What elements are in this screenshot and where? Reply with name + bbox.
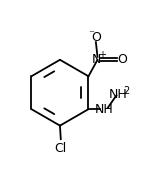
Text: ⁻: ⁻ xyxy=(88,29,94,39)
Text: Cl: Cl xyxy=(55,142,67,155)
Text: O: O xyxy=(91,31,101,44)
Text: +: + xyxy=(98,50,106,60)
Text: NH: NH xyxy=(95,103,114,116)
Text: NH: NH xyxy=(109,88,127,101)
Text: 2: 2 xyxy=(123,86,129,96)
Text: O: O xyxy=(117,53,127,66)
Text: N: N xyxy=(92,53,101,66)
